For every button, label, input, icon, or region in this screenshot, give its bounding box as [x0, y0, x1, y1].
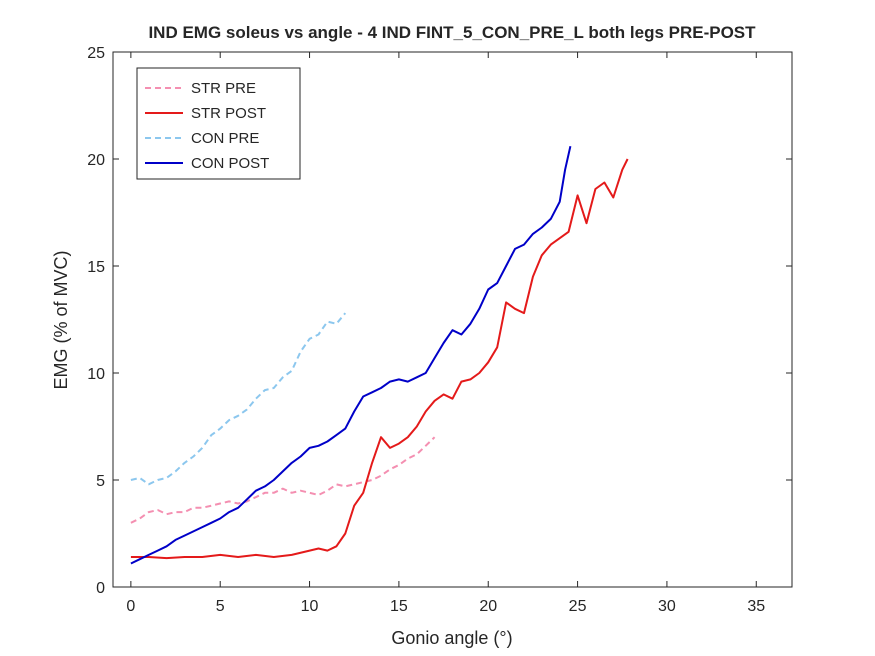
- x-axis-label: Gonio angle (°): [391, 628, 512, 648]
- y-tick-label: 0: [96, 580, 105, 597]
- y-tick-label: 20: [87, 152, 105, 169]
- legend-label-str-pre[interactable]: STR PRE: [191, 80, 256, 97]
- x-axis: 0 5 10 15 20 25 30 35: [126, 52, 765, 615]
- series-layer: [130, 145, 629, 565]
- legend-label-con-post[interactable]: CON POST: [191, 155, 269, 172]
- series-line-con-pre: [130, 312, 347, 486]
- x-tick-label: 25: [569, 598, 587, 615]
- x-tick-label: 15: [390, 598, 408, 615]
- y-tick-label: 25: [87, 45, 105, 62]
- series-line-con-post: [130, 145, 572, 565]
- legend-label-con-pre[interactable]: CON PRE: [191, 130, 259, 147]
- x-tick-label: 20: [479, 598, 497, 615]
- y-tick-label: 5: [96, 473, 105, 490]
- y-axis: 0 5 10 15 20 25: [87, 45, 792, 597]
- series-line-str-post: [130, 158, 629, 560]
- x-tick-label: 30: [658, 598, 676, 615]
- chart-title: IND EMG soleus vs angle - 4 IND FINT_5_C…: [148, 23, 756, 42]
- x-tick-label: 5: [216, 598, 225, 615]
- x-tick-label: 10: [301, 598, 319, 615]
- y-tick-label: 10: [87, 366, 105, 383]
- y-tick-label: 15: [87, 259, 105, 276]
- y-axis-label: EMG (% of MVC): [51, 250, 71, 389]
- series-line-str-pre: [130, 436, 436, 524]
- x-tick-label: 0: [126, 598, 135, 615]
- x-tick-label: 35: [747, 598, 765, 615]
- legend[interactable]: STR PRE STR POST CON PRE CON POST: [136, 67, 301, 180]
- legend-box: [136, 67, 301, 180]
- legend-label-str-post[interactable]: STR POST: [191, 105, 266, 122]
